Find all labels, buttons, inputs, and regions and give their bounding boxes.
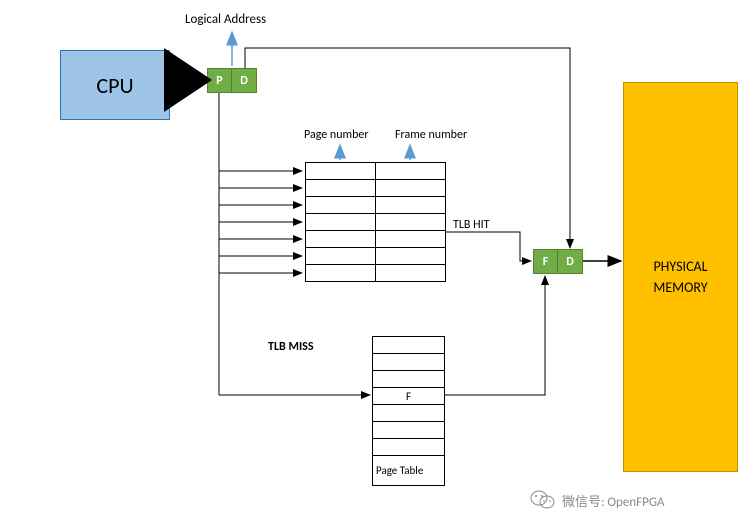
line-d-to-fd: [245, 48, 570, 248]
line-pt-to-fd: [444, 276, 545, 395]
line-tlb-hit: [445, 232, 531, 261]
arrows-svg: [0, 0, 749, 524]
